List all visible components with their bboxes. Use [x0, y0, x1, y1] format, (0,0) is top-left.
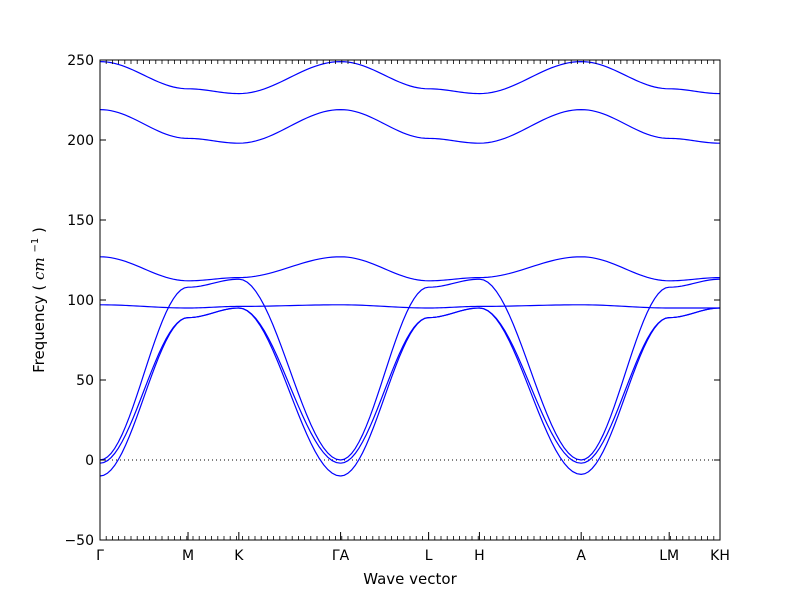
x-tick-label: ΓA [332, 548, 350, 564]
y-axis-label-close-paren: ) [30, 227, 48, 233]
plot-frame [99, 59, 721, 541]
x-tick-label: L [425, 548, 433, 564]
y-tick-label: 100 [67, 293, 94, 309]
x-tick-label: KH [710, 548, 730, 564]
band-line-5 [99, 256, 721, 282]
y-axis-label: Frequency ( cm −1 ) [24, 227, 48, 373]
x-tick-label: LM [659, 548, 679, 564]
y-ticks: −50 0 50 100 150 200 250 [64, 53, 720, 549]
x-tick-label: H [474, 548, 485, 564]
band-curves [99, 60, 721, 477]
x-tick-label: Γ [96, 548, 104, 564]
band-line-2 [99, 307, 721, 464]
minor-x-ticks [99, 60, 721, 540]
band-line-3 [99, 278, 721, 461]
y-axis-label-open-paren: ( [30, 285, 48, 291]
plot-border [99, 59, 721, 541]
y-tick-label: −50 [64, 533, 94, 549]
y-axis-unit-base: cm [30, 257, 48, 280]
y-axis-label-text: Frequency [30, 295, 48, 373]
band-line-6 [99, 108, 721, 144]
x-ticks: Γ M K ΓA L H A LM KH [96, 532, 730, 564]
x-axis-label: Wave vector [363, 570, 457, 588]
x-tick-label: A [576, 548, 586, 564]
y-tick-label: 0 [85, 453, 94, 469]
band-line-7 [99, 60, 721, 95]
x-tick-label: K [234, 548, 244, 564]
y-tick-label: 150 [67, 213, 94, 229]
y-axis-unit-exponent: −1 [30, 238, 41, 253]
y-tick-label: 50 [76, 373, 94, 389]
y-tick-label: 200 [67, 133, 94, 149]
y-tick-label: 250 [67, 53, 94, 69]
x-tick-label: M [182, 548, 194, 564]
band-line-4 [99, 304, 720, 309]
